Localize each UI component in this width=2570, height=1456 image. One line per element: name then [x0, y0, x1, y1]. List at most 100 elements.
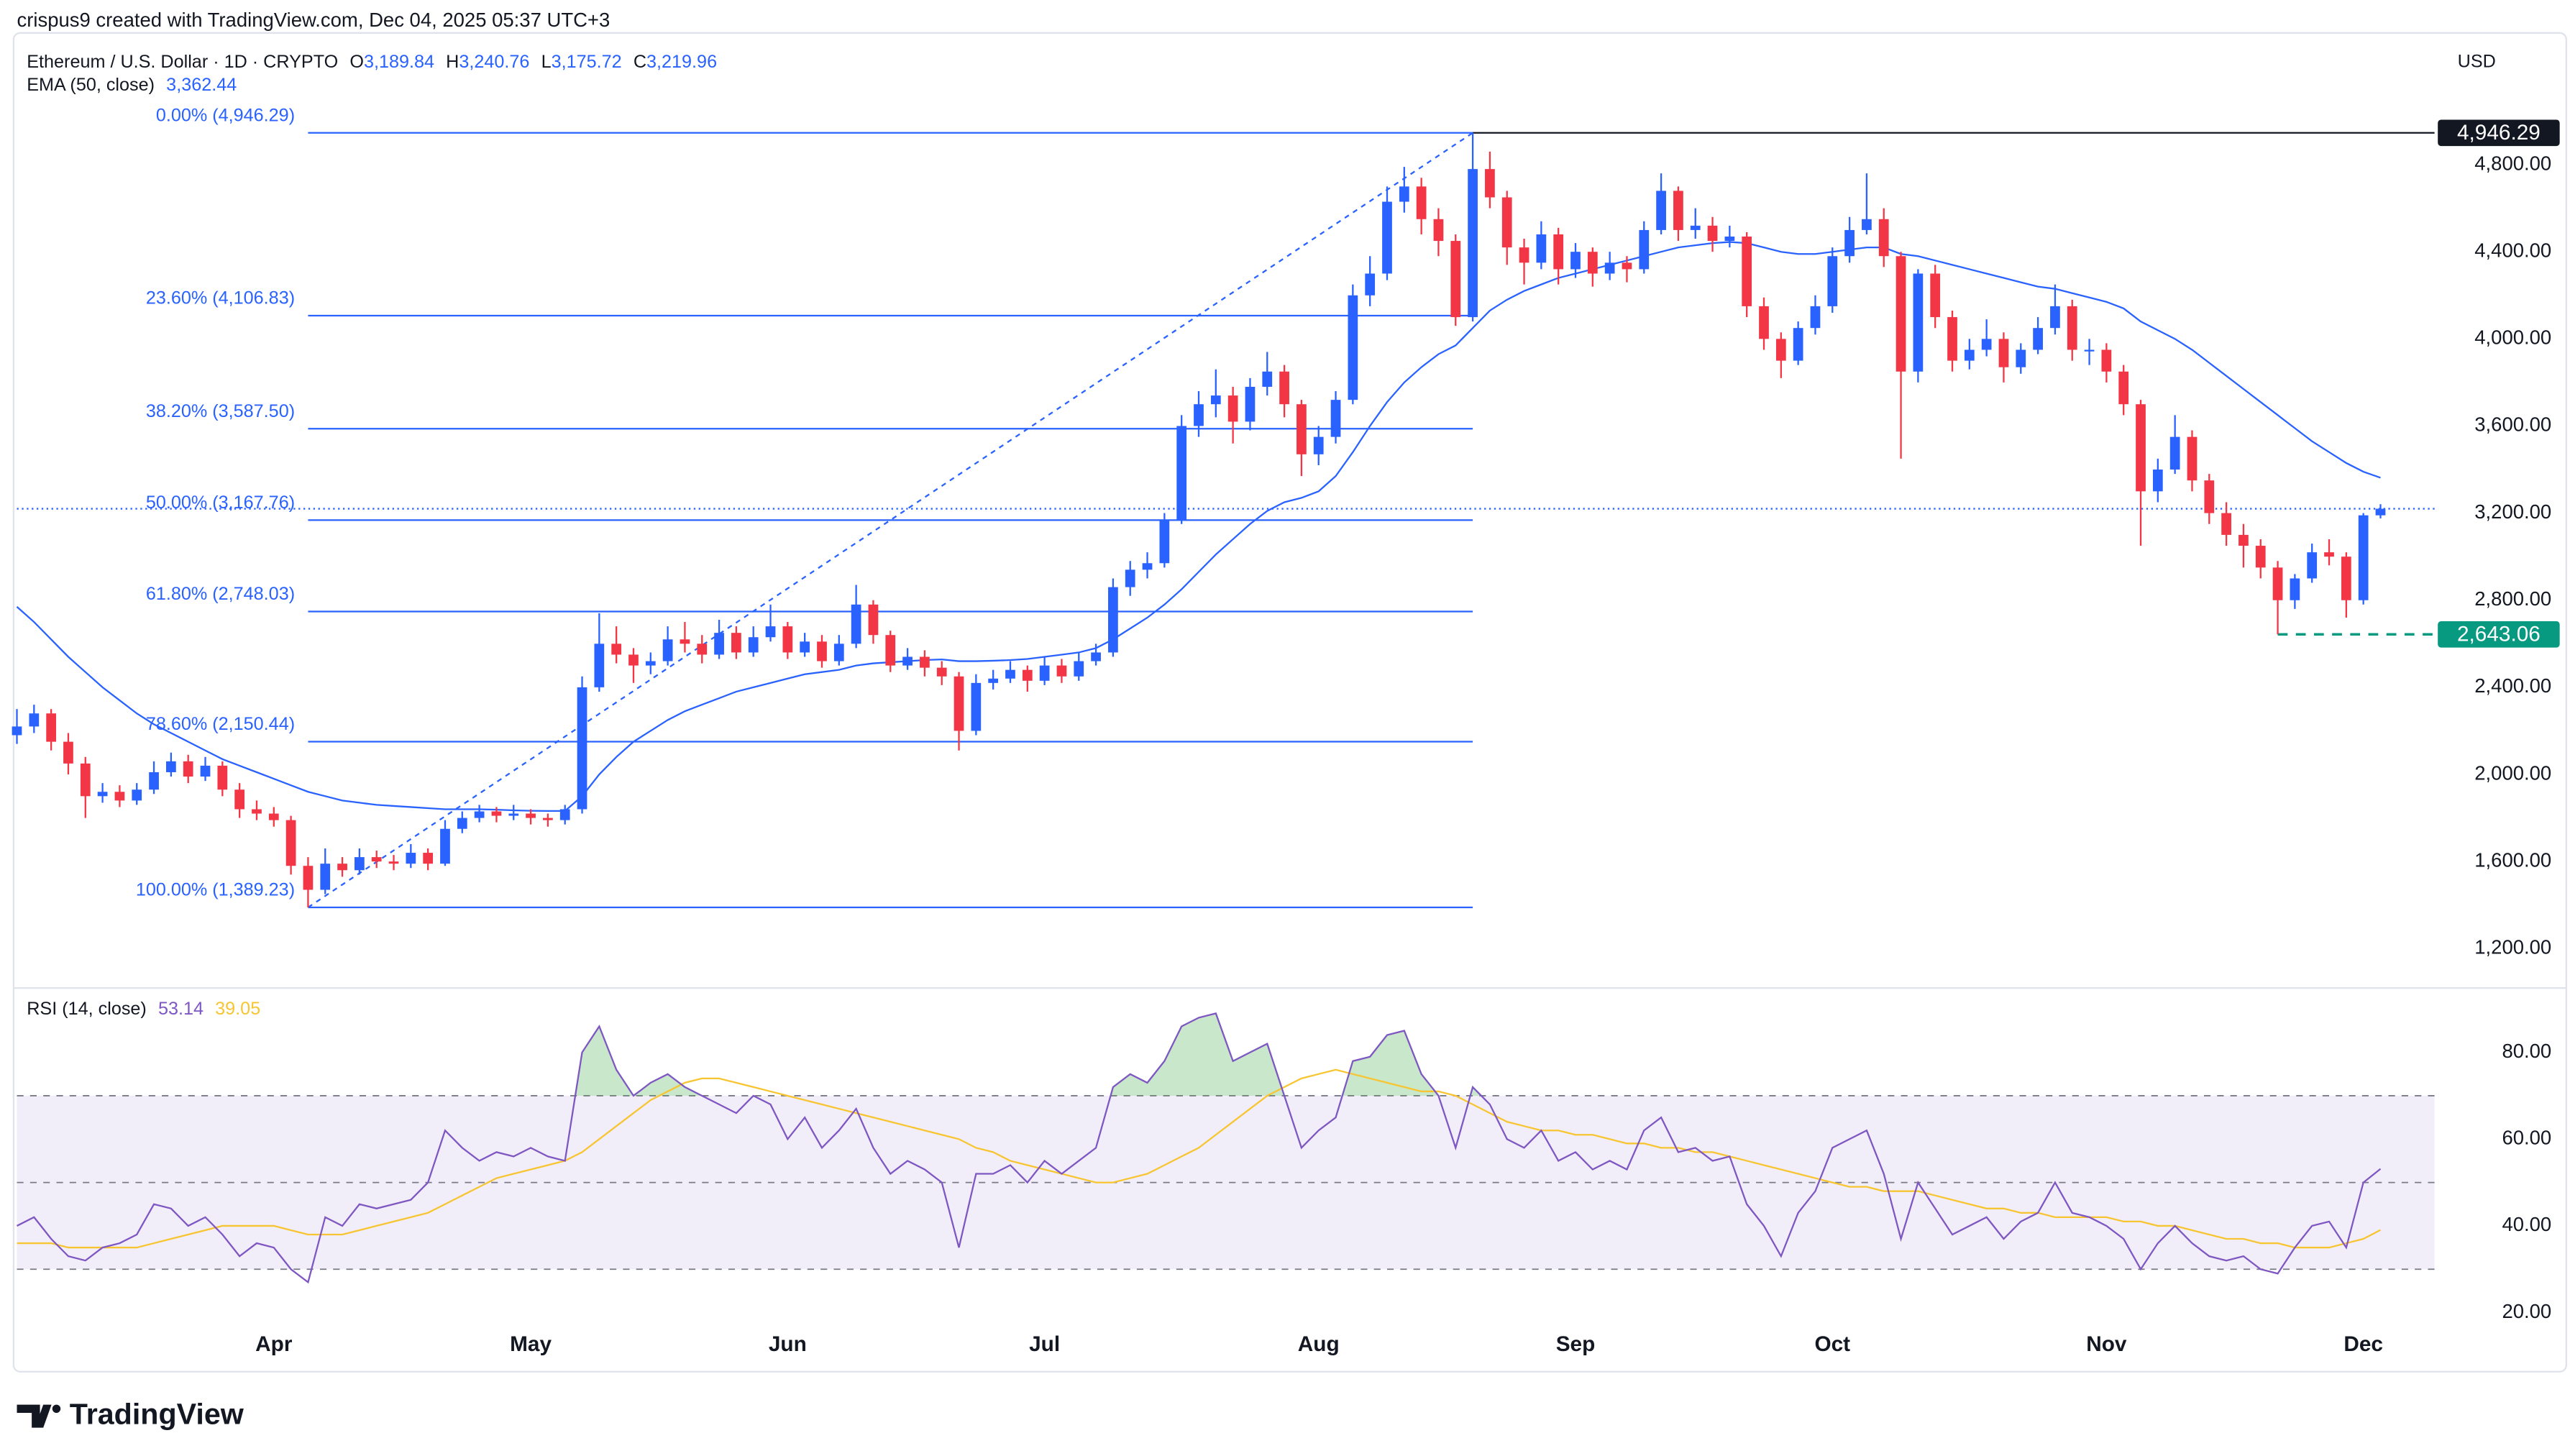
candle-body — [1742, 237, 1752, 306]
candle-body — [1433, 219, 1444, 242]
ohlc-key: L — [541, 52, 552, 72]
candle-body — [1142, 563, 1153, 570]
candle-body — [1074, 661, 1084, 677]
candle-body — [1981, 339, 1992, 350]
candle-body — [1039, 665, 1050, 681]
candle-body — [2136, 404, 2146, 492]
y-tick-label: 2,400.00 — [2474, 674, 2551, 697]
candle-body — [1998, 339, 2009, 367]
fib-label: 100.00% (1,389.23) — [136, 880, 295, 900]
candle-body — [1005, 669, 1015, 679]
candle-body — [1245, 386, 1256, 422]
candle-body — [2016, 349, 2026, 367]
x-tick-label: Apr — [255, 1332, 293, 1356]
candle-body — [1622, 262, 1632, 270]
candle-body — [1844, 229, 1855, 257]
ema-name: EMA (50, close) — [27, 75, 155, 95]
x-tick-label: Nov — [2086, 1332, 2127, 1356]
price-tag — [2438, 621, 2560, 648]
candle-body — [1827, 256, 1838, 306]
candle-body — [971, 682, 982, 731]
x-tick-label: Sep — [1556, 1332, 1596, 1356]
candle-body — [1450, 241, 1461, 318]
candle-body — [611, 644, 622, 655]
candle-body — [183, 761, 193, 777]
candle-body — [1382, 201, 1392, 274]
candle-body — [1690, 225, 1701, 230]
candle-body — [1707, 225, 1718, 242]
candle-body — [268, 813, 279, 820]
candle-body — [406, 853, 416, 864]
candle-body — [1227, 395, 1238, 422]
ema-legend: EMA (50, close) 3,362.44 — [27, 75, 237, 95]
candle-body — [1639, 229, 1650, 270]
x-tick-label: Aug — [1298, 1332, 1340, 1356]
y-tick-label: 1,200.00 — [2474, 936, 2551, 958]
currency: USD — [2458, 52, 2496, 72]
candle-body — [731, 633, 741, 653]
candle-body — [2221, 513, 2231, 535]
candle-body — [1159, 519, 1170, 564]
candle-body — [782, 626, 793, 653]
candle-body — [920, 656, 930, 668]
candle-body — [371, 857, 382, 862]
ohlc-key: H — [446, 52, 459, 72]
candle-body — [457, 818, 467, 829]
price-tag — [2438, 119, 2560, 147]
rsi-line — [16, 1012, 2382, 1284]
candle-body — [936, 667, 947, 677]
y-tick-label: 4,000.00 — [2474, 326, 2551, 349]
candle-body — [1947, 317, 1957, 361]
rsi-legend: RSI (14, close) 53.14 39.05 — [27, 999, 260, 1019]
candle-body — [697, 644, 708, 655]
candle-body — [2101, 349, 2112, 372]
candle-body — [594, 644, 605, 687]
candle-body — [1570, 252, 1581, 270]
candle-body — [303, 866, 314, 890]
candle-body — [2204, 480, 2215, 513]
candle-body — [1501, 197, 1512, 248]
candle-body — [902, 656, 913, 666]
candle-body — [543, 818, 553, 820]
ohlc-value: 3,175.72 — [552, 52, 622, 72]
candle-body — [1930, 273, 1941, 318]
rsi-value: 53.14 — [158, 999, 204, 1019]
x-tick-label: Dec — [2343, 1332, 2383, 1356]
candle-body — [1673, 191, 1683, 230]
candle-body — [1022, 669, 1033, 681]
candle-body — [1297, 404, 1307, 454]
brand-logo-dot — [52, 1404, 61, 1414]
candle-body — [680, 639, 690, 644]
candle-body — [2324, 552, 2334, 557]
candle-body — [2272, 567, 2283, 600]
candle-body — [988, 678, 999, 683]
rsi-ma-value: 39.05 — [215, 999, 260, 1019]
candle-body — [46, 713, 57, 742]
candle-body — [1262, 371, 1273, 387]
candle-body — [1862, 219, 1872, 230]
candle-body — [1759, 306, 1769, 339]
brand-name: TradingView — [70, 1398, 244, 1431]
x-tick-label: Jun — [769, 1332, 807, 1356]
candle-body — [1896, 256, 1906, 372]
candle-body — [474, 811, 485, 818]
ohlc-value: 3,189.84 — [364, 52, 434, 72]
rsi-title: RSI (14, close) — [27, 999, 147, 1019]
candle-body — [285, 820, 296, 866]
candle-body — [1056, 665, 1067, 677]
candle-body — [1176, 426, 1187, 520]
candle-body — [1878, 219, 1889, 257]
ohlc-key: O — [349, 52, 364, 72]
candle-body — [1793, 328, 1803, 361]
y-tick-label: 40.00 — [2502, 1213, 2551, 1235]
rsi-line — [17, 1068, 2382, 1249]
candle-body — [559, 809, 570, 820]
candle-body — [132, 789, 142, 801]
candle-body — [355, 857, 365, 871]
candle-body — [1330, 400, 1341, 437]
candle-body — [800, 641, 810, 653]
price-tag-label: 2,643.06 — [2457, 622, 2541, 646]
candle-body — [1468, 169, 1478, 318]
fib-label: 38.20% (3,587.50) — [146, 401, 295, 421]
